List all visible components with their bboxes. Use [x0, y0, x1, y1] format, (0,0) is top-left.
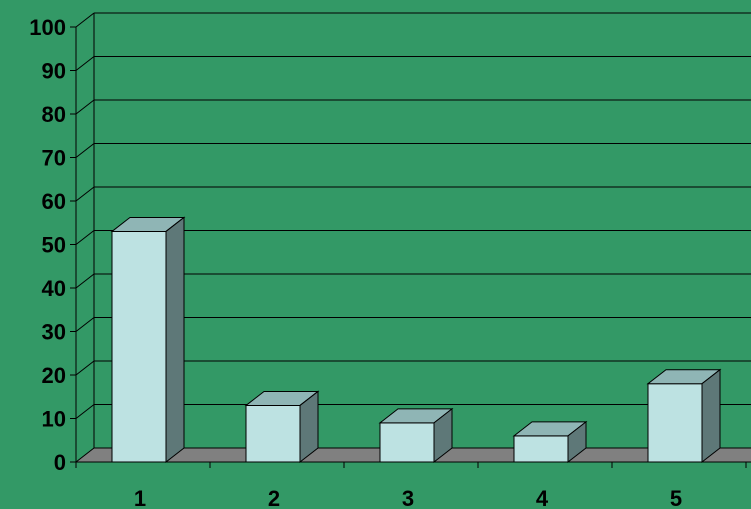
- y-tick-label: 20: [42, 363, 66, 388]
- bar-side-face: [567, 420, 587, 464]
- bar-2: [244, 390, 320, 464]
- y-tick-labels: 0 10 20 30 40 50 60 70 80 90 100: [29, 15, 66, 475]
- x-tick-label: 1: [134, 486, 146, 509]
- x-tick-label: 5: [670, 486, 682, 509]
- y-tick-label: 80: [42, 102, 66, 127]
- bar-3: [378, 407, 454, 464]
- bar-side-face: [299, 390, 319, 464]
- bar-side-face: [433, 407, 453, 464]
- bar-4: [512, 420, 588, 464]
- gridline-side-20: [75, 360, 95, 376]
- y-tick-label: 40: [42, 276, 66, 301]
- x-tick-label: 2: [268, 486, 280, 509]
- y-tick-label: 60: [42, 189, 66, 214]
- y-tick-label: 90: [42, 59, 66, 84]
- y-tick-label: 70: [42, 146, 66, 171]
- gridline-side-40: [75, 273, 95, 289]
- x-tick-label: 3: [402, 486, 414, 509]
- gridlines: [75, 12, 751, 419]
- y-tick-label: 50: [42, 233, 66, 258]
- gridline-side-70: [75, 143, 95, 158]
- x-tick-labels: 1 2 3 4 5: [134, 486, 682, 509]
- bar-side-face: [165, 216, 185, 464]
- bar-front-face: [111, 230, 167, 463]
- bar-side-face: [701, 368, 721, 464]
- bar-front-face: [647, 383, 703, 463]
- gridline-side-50: [75, 230, 95, 245]
- y-tick-label: 30: [42, 320, 66, 345]
- gridline-side-30: [75, 317, 95, 332]
- bar-front-face: [245, 404, 301, 463]
- gridline-side-60: [75, 186, 95, 202]
- gridline-side-90: [75, 56, 95, 71]
- bar-5: [646, 368, 722, 464]
- gridline-side-80: [75, 99, 95, 115]
- gridline-side-10: [75, 404, 95, 419]
- y-tick-label: 0: [54, 450, 66, 475]
- bar-1: [110, 216, 186, 464]
- gridline-side-100: [75, 12, 95, 28]
- bar-front-face: [379, 422, 435, 463]
- x-tick-label: 4: [536, 486, 549, 509]
- bars: [110, 216, 722, 464]
- y-tick-label: 10: [42, 407, 66, 432]
- y-tick-label: 100: [29, 15, 66, 40]
- bar-front-face: [513, 435, 569, 463]
